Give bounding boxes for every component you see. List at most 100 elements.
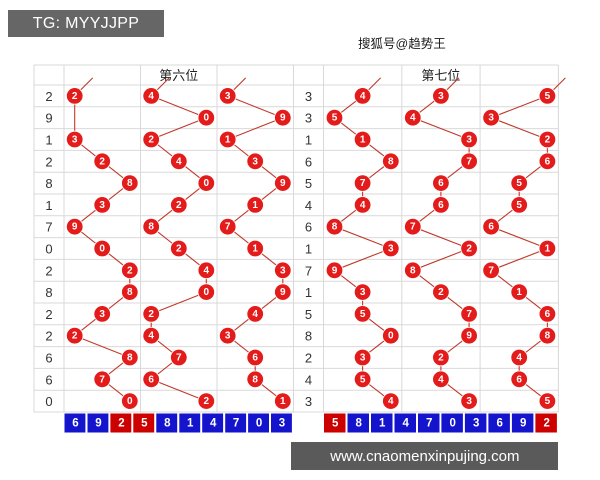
svg-text:6: 6 (545, 156, 551, 167)
svg-text:9: 9 (466, 331, 472, 342)
svg-text:1: 1 (305, 133, 312, 148)
svg-text:3: 3 (225, 331, 231, 342)
svg-text:6: 6 (488, 222, 494, 233)
svg-text:7: 7 (488, 265, 494, 276)
svg-text:5: 5 (332, 113, 338, 124)
svg-text:9: 9 (520, 418, 526, 430)
svg-text:4: 4 (148, 91, 154, 102)
svg-text:9: 9 (72, 222, 78, 233)
svg-text:2: 2 (543, 418, 549, 430)
svg-text:4: 4 (360, 91, 366, 102)
svg-text:2: 2 (45, 263, 52, 278)
svg-text:4: 4 (252, 309, 258, 320)
svg-text:1: 1 (187, 418, 194, 430)
svg-text:7: 7 (466, 309, 472, 320)
svg-text:4: 4 (305, 198, 312, 213)
svg-text:6: 6 (252, 353, 258, 364)
svg-text:3: 3 (305, 394, 312, 409)
svg-text:4: 4 (360, 200, 366, 211)
svg-text:7: 7 (360, 178, 366, 189)
svg-text:0: 0 (256, 418, 262, 430)
svg-text:2: 2 (127, 265, 133, 276)
svg-text:7: 7 (233, 418, 239, 430)
svg-text:2: 2 (305, 351, 312, 366)
svg-text:4: 4 (148, 331, 154, 342)
svg-text:1: 1 (252, 200, 258, 211)
svg-text:1: 1 (545, 244, 551, 255)
svg-text:0: 0 (204, 178, 210, 189)
svg-text:9: 9 (280, 113, 286, 124)
svg-text:4: 4 (388, 396, 394, 407)
svg-text:5: 5 (305, 176, 312, 191)
svg-text:1: 1 (360, 135, 366, 146)
svg-text:2: 2 (545, 135, 551, 146)
svg-text:1: 1 (379, 418, 386, 430)
svg-text:2: 2 (45, 307, 52, 322)
svg-text:0: 0 (127, 396, 133, 407)
svg-text:9: 9 (45, 111, 52, 126)
svg-text:3: 3 (252, 156, 258, 167)
svg-text:3: 3 (72, 135, 78, 146)
svg-text:3: 3 (466, 135, 472, 146)
svg-text:8: 8 (355, 418, 362, 430)
svg-text:4: 4 (410, 113, 416, 124)
svg-text:3: 3 (305, 89, 312, 104)
svg-text:6: 6 (45, 351, 52, 366)
svg-text:3: 3 (280, 265, 286, 276)
svg-text:3: 3 (438, 91, 444, 102)
svg-text:3: 3 (99, 200, 105, 211)
svg-text:4: 4 (402, 418, 409, 430)
svg-text:1: 1 (225, 135, 231, 146)
svg-text:8: 8 (252, 374, 258, 385)
svg-text:6: 6 (545, 309, 551, 320)
svg-text:6: 6 (438, 178, 444, 189)
svg-text:6: 6 (148, 374, 154, 385)
svg-text:8: 8 (127, 287, 133, 298)
svg-text:3: 3 (488, 113, 494, 124)
svg-text:4: 4 (204, 265, 210, 276)
svg-text:8: 8 (164, 418, 171, 430)
svg-text:2: 2 (204, 396, 210, 407)
svg-text:5: 5 (516, 200, 522, 211)
svg-text:4: 4 (210, 418, 217, 430)
svg-text:2: 2 (118, 418, 124, 430)
svg-text:3: 3 (225, 91, 231, 102)
svg-text:0: 0 (204, 113, 210, 124)
svg-text:1: 1 (280, 396, 286, 407)
svg-text:2: 2 (176, 244, 182, 255)
svg-text:8: 8 (148, 222, 154, 233)
svg-text:4: 4 (305, 372, 312, 387)
svg-text:5: 5 (141, 418, 148, 430)
svg-text:8: 8 (305, 329, 312, 344)
svg-text:8: 8 (127, 178, 133, 189)
svg-text:5: 5 (360, 374, 366, 385)
svg-text:8: 8 (45, 176, 52, 191)
svg-text:1: 1 (45, 198, 52, 213)
svg-text:2: 2 (45, 89, 52, 104)
svg-text:5: 5 (360, 309, 366, 320)
svg-text:7: 7 (466, 156, 472, 167)
svg-text:7: 7 (426, 418, 432, 430)
svg-text:0: 0 (449, 418, 455, 430)
svg-text:4: 4 (516, 353, 522, 364)
svg-text:7: 7 (99, 374, 105, 385)
svg-text:0: 0 (99, 244, 105, 255)
svg-text:5: 5 (332, 418, 339, 430)
svg-text:9: 9 (280, 178, 286, 189)
svg-text:2: 2 (72, 91, 78, 102)
svg-text:2: 2 (72, 331, 78, 342)
svg-text:5: 5 (305, 307, 312, 322)
svg-text:1: 1 (252, 244, 258, 255)
svg-text:0: 0 (388, 331, 394, 342)
svg-text:5: 5 (545, 91, 551, 102)
svg-text:2: 2 (45, 329, 52, 344)
svg-text:6: 6 (45, 372, 52, 387)
svg-text:2: 2 (176, 200, 182, 211)
svg-text:2: 2 (148, 135, 154, 146)
svg-text:4: 4 (438, 374, 444, 385)
svg-text:6: 6 (496, 418, 502, 430)
svg-text:1: 1 (516, 287, 522, 298)
svg-text:2: 2 (148, 309, 154, 320)
svg-text:7: 7 (305, 263, 312, 278)
svg-text:3: 3 (388, 244, 394, 255)
